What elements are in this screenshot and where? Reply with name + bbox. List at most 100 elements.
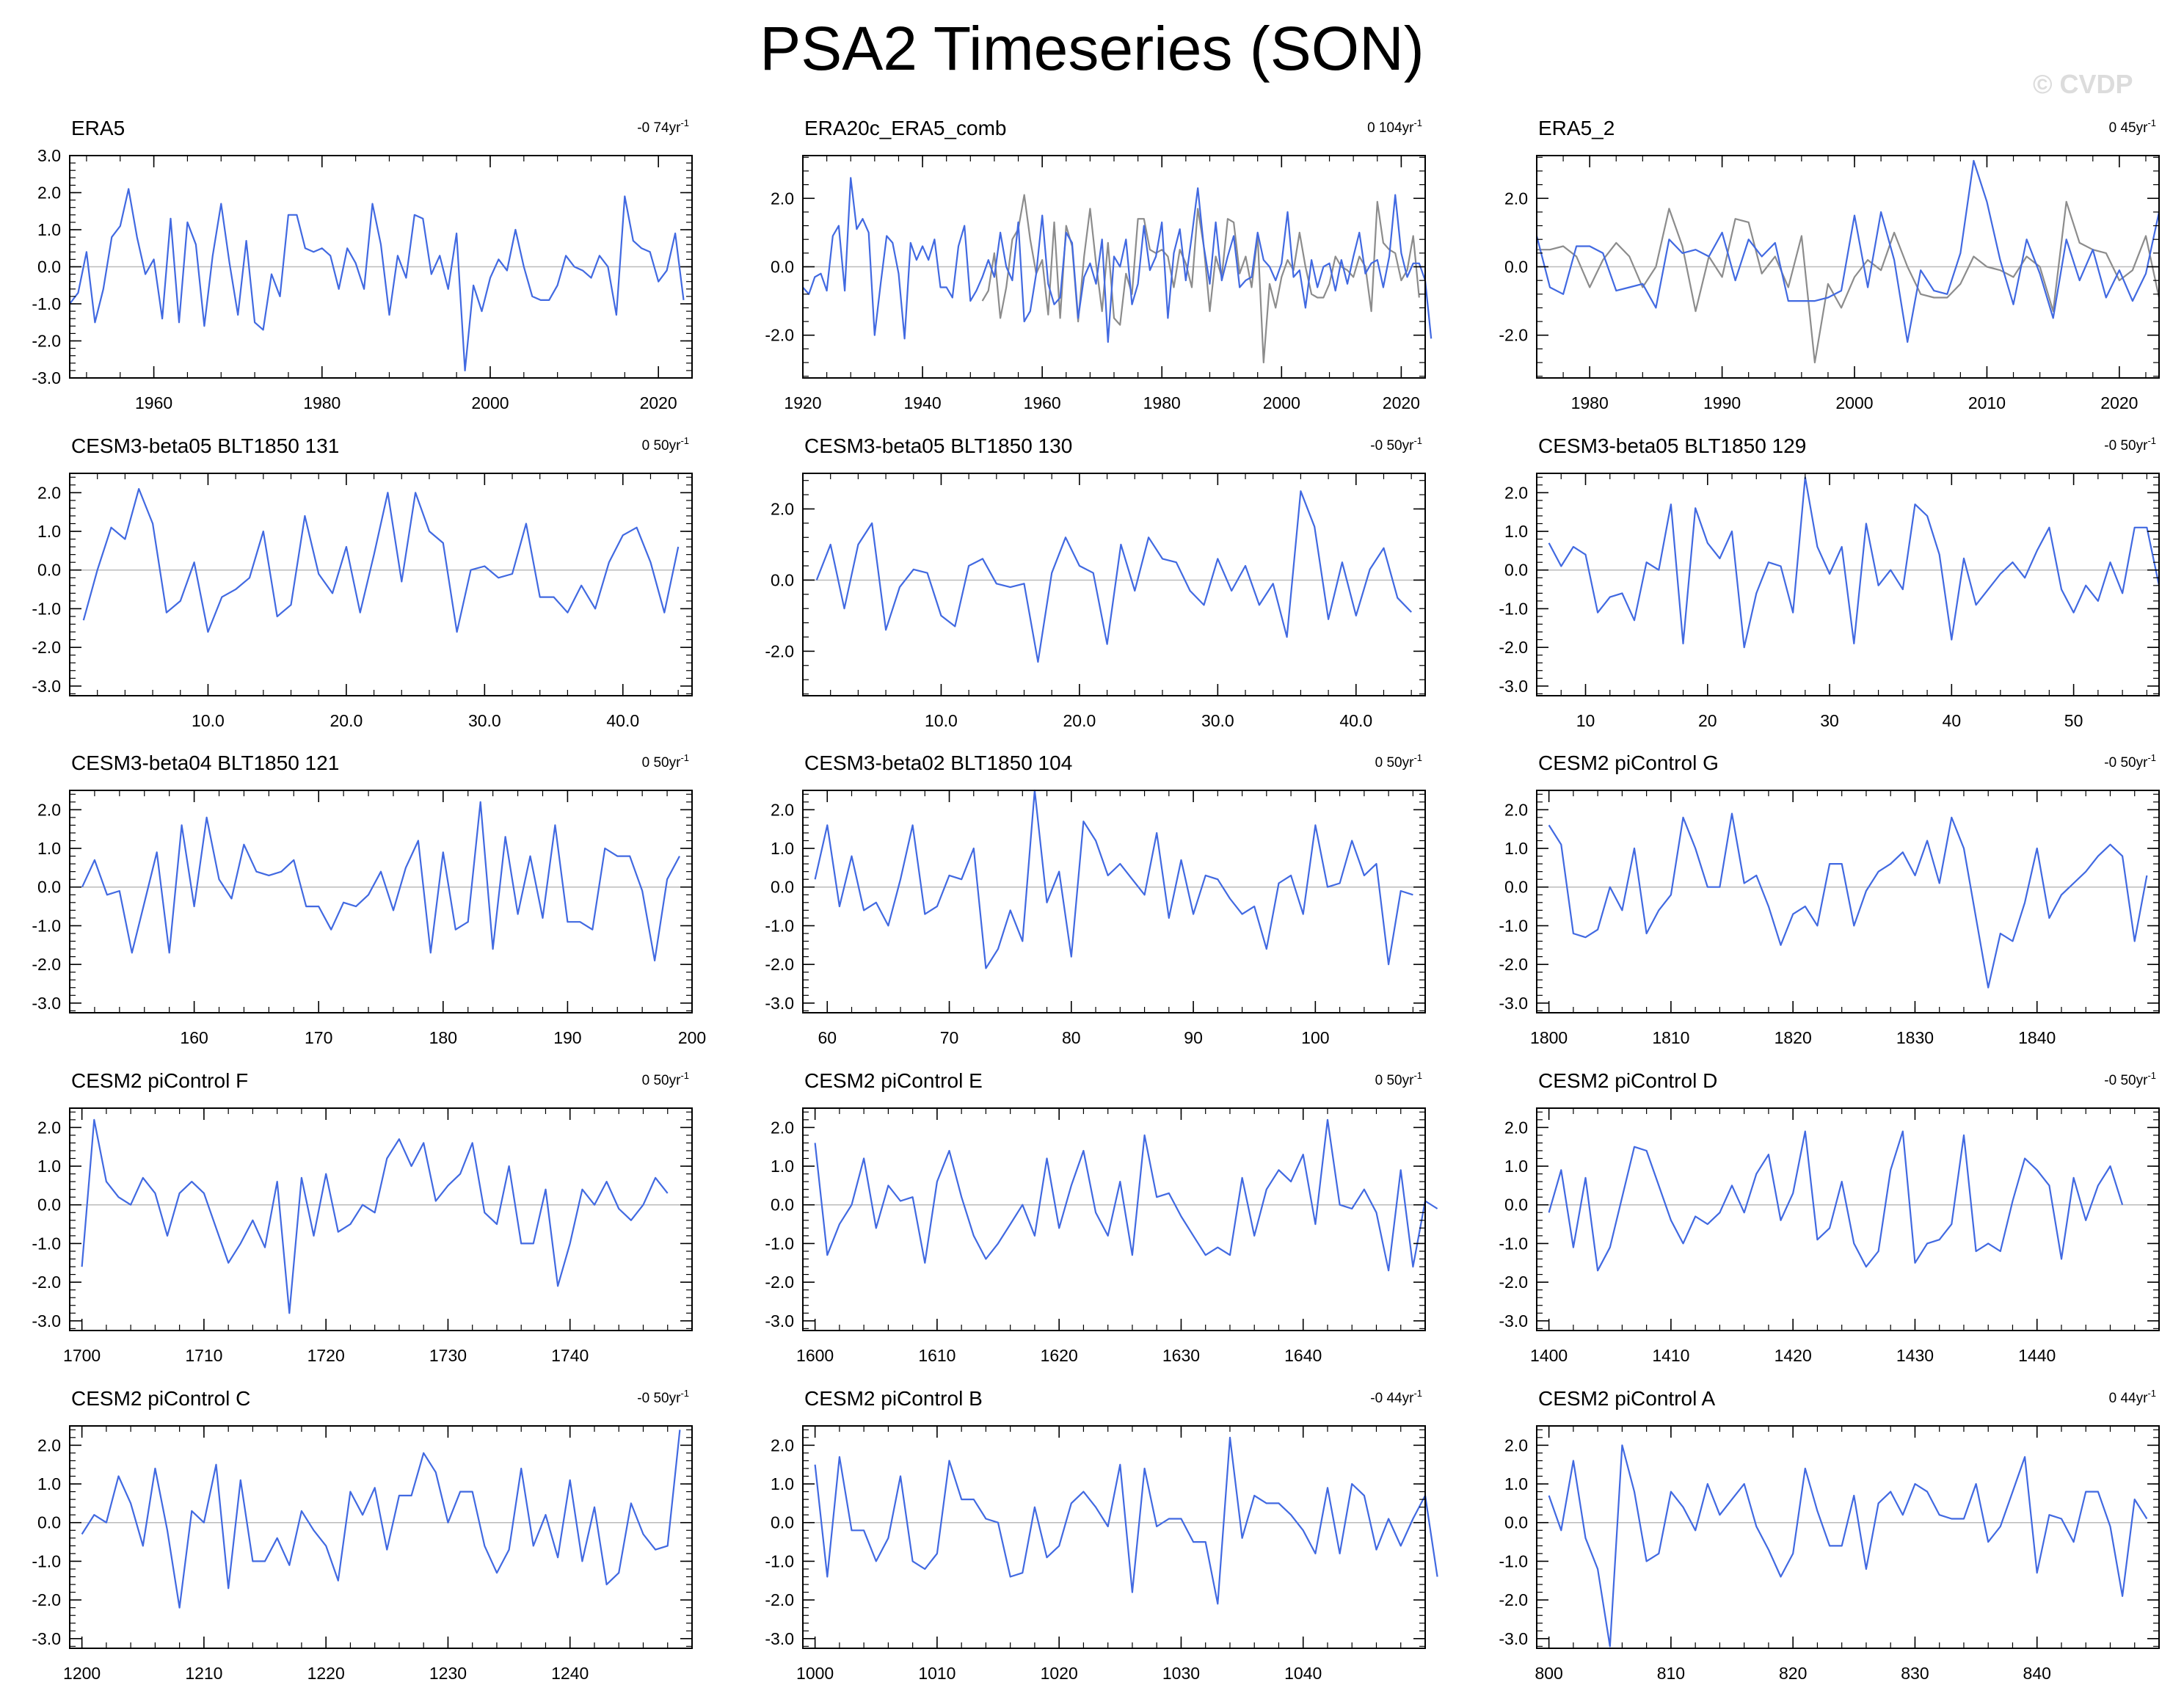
x-tick-label: 2000 [1263,393,1300,412]
x-tick-label: 40 [1943,711,1962,730]
trend-label: -0 44yr-1 [1370,1388,1422,1406]
y-tick-label: -2.0 [32,332,61,351]
series-line-1 [82,487,680,633]
x-tick-label: 10.0 [925,711,958,730]
y-tick-label: 2.0 [771,189,794,208]
panel-title: CESM2 piControl E [804,1069,983,1092]
x-tick-label: 90 [1184,1028,1203,1047]
trend-value: 0 50yr [642,755,681,771]
y-tick-label: 1.0 [771,839,794,858]
x-tick-label: 30.0 [468,711,501,730]
x-tick-label: 1610 [918,1346,956,1365]
trend-exponent: -1 [680,435,689,446]
x-tick-label: 170 [305,1028,332,1047]
panel-14: 1000 1010 1020 1030 1040 -3.0 -2.0 -1.0 0.0 1.0 2.… [765,1387,1438,1683]
x-tick-label: 80 [1062,1028,1081,1047]
trend-value: 0 50yr [642,1073,681,1088]
x-tick-label: 160 [180,1028,208,1047]
trend-exponent: -1 [2147,117,2156,128]
plot-frame [69,790,693,1013]
y-tick-label: -3.0 [32,677,61,696]
panel-title: CESM3-beta05 BLT1850 131 [71,434,339,457]
y-tick-label: -2.0 [765,1590,794,1609]
x-tick-label: 20.0 [330,711,363,730]
x-tick-label: 820 [1779,1664,1807,1683]
trend-value: 0 50yr [642,438,681,454]
trend-label: 0 50yr-1 [642,435,689,454]
y-tick-label: 2.0 [37,1118,61,1137]
y-tick-label: 2.0 [771,800,794,819]
trend-label: 0 104yr-1 [1367,117,1422,136]
trend-exponent: -1 [1413,1388,1422,1399]
y-tick-label: -2.0 [1499,1590,1528,1609]
panel-2: 1920 1940 1960 1980 2000 2020 -2.0 0.0 2.0 ERA20c… [765,117,1433,412]
x-tick-label: 1620 [1041,1346,1078,1365]
y-tick-label: 2.0 [771,1118,794,1137]
trend-value: 0 44yr [2109,1391,2148,1406]
trend-exponent: -1 [1413,1070,1422,1081]
y-tick-label: 1.0 [771,1474,794,1493]
panel-title: CESM2 piControl D [1538,1069,1717,1092]
plot-frame [1536,790,2160,1013]
y-tick-label: -3.0 [32,994,61,1013]
x-tick-label: 1820 [1774,1028,1812,1047]
trend-exponent: -1 [2147,1070,2156,1081]
panel-8: 60 70 80 90 100 -3.0 -2.0 -1.0 0.0 1.0 2.0 CESM3-be… [765,751,1426,1047]
plot-frame [69,1107,693,1331]
x-tick-label: 1830 [1896,1028,1934,1047]
panel-9: 1800 1810 1820 1830 1840 -3.0 -2.0 -1.0 0.0 1.0 2.… [1499,751,2160,1047]
trend-label: -0 50yr-1 [1370,435,1422,454]
y-tick-label: 1.0 [1504,1157,1528,1176]
x-tick-label: 1040 [1284,1664,1322,1683]
y-tick-label: 0.0 [37,561,61,580]
x-tick-label: 1640 [1284,1346,1322,1365]
y-tick-label: -1.0 [32,1234,61,1253]
y-tick-label: -3.0 [32,1629,61,1648]
x-tick-label: 1920 [784,393,821,412]
trend-exponent: -1 [1413,752,1422,763]
y-tick-label: -2.0 [1499,1273,1528,1292]
y-tick-label: 1.0 [37,220,61,239]
y-tick-label: -2.0 [32,1590,61,1609]
y-tick-label: -1.0 [1499,1551,1528,1570]
y-tick-label: 2.0 [1504,800,1528,819]
series-line-1 [81,801,680,962]
x-tick-label: 20 [1698,711,1717,730]
x-tick-label: 1630 [1162,1346,1200,1365]
y-tick-label: 0.0 [771,1513,794,1532]
y-tick-label: -2.0 [765,955,794,974]
x-tick-label: 1810 [1652,1028,1689,1047]
x-tick-label: 1710 [185,1346,222,1365]
panel-title: CESM3-beta05 BLT1850 130 [804,434,1072,457]
panel-title: CESM2 piControl F [71,1069,248,1092]
x-tick-label: 1990 [1703,393,1741,412]
y-tick-label: 0.0 [1504,878,1528,897]
panel-15: 800 810 820 830 840 -3.0 -2.0 -1.0 0.0 1.0 2.0 CESM… [1499,1387,2160,1683]
y-tick-label: 0.0 [1504,561,1528,580]
y-tick-label: -1.0 [32,916,61,935]
trend-label: -0 50yr-1 [2104,752,2156,771]
x-tick-label: 2020 [2100,393,2138,412]
y-tick-label: 1.0 [1504,839,1528,858]
series-line-1 [1548,1444,2148,1648]
trend-label: 0 50yr-1 [1375,752,1422,771]
x-tick-label: 1980 [1571,393,1609,412]
series-line-1 [814,1436,1438,1605]
panel-title: CESM3-beta05 BLT1850 129 [1538,434,1806,457]
trend-label: -0 50yr-1 [2104,435,2156,454]
trend-label: -0 74yr-1 [637,117,689,136]
series-line-1 [981,194,1420,364]
panel-title: ERA5_2 [1538,117,1615,139]
y-tick-label: -1.0 [32,1551,61,1570]
y-tick-label: 2.0 [37,483,61,502]
plot-frame [802,473,1426,696]
x-tick-label: 2010 [1968,393,2006,412]
series-line-1 [815,490,1412,663]
x-tick-label: 1020 [1041,1664,1078,1683]
x-tick-label: 40.0 [1339,711,1372,730]
x-tick-label: 1210 [185,1664,222,1683]
y-tick-label: -3.0 [32,1311,61,1331]
trend-exponent: -1 [2147,435,2156,446]
trend-value: -0 50yr [637,1391,681,1406]
